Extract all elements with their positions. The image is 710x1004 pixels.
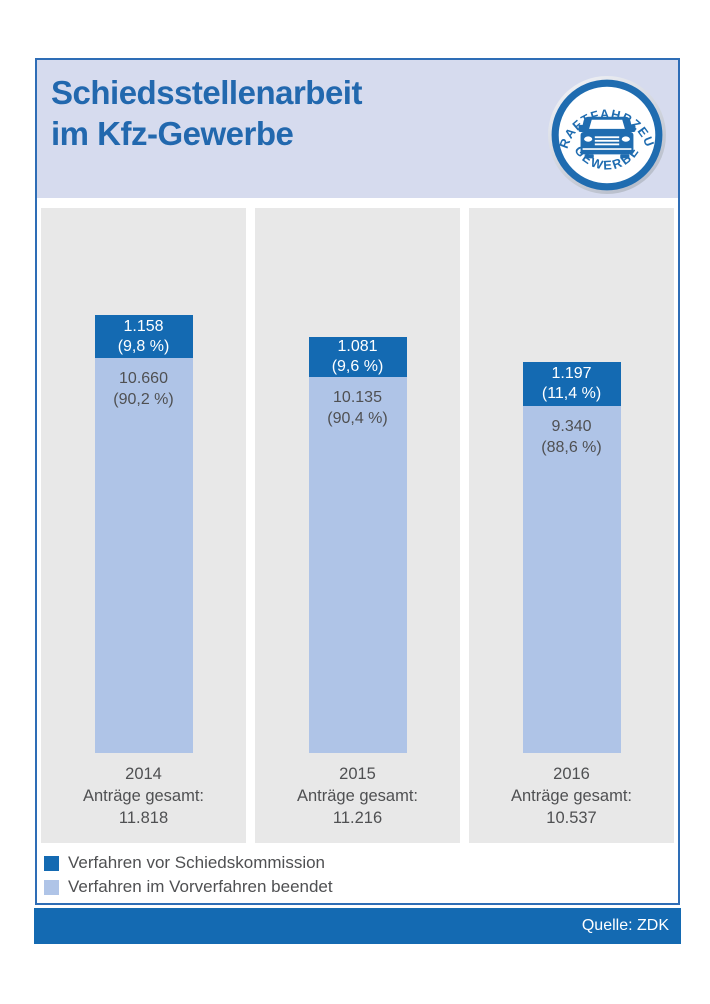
chart-column-2015: 1.081 (9,6 %) 10.135 (90,4 %) 2015 Anträ… (255, 208, 460, 843)
year-label: 2015 (339, 765, 376, 783)
title-line-1: Schiedsstellenarbeit (51, 74, 362, 111)
bar-area: 1.197 (11,4 %) 9.340 (88,6 %) (469, 208, 674, 753)
source-text: Quelle: ZDK (581, 917, 669, 934)
year-label: 2016 (553, 765, 590, 783)
segment-value: 9.340 (551, 418, 592, 435)
legend-item-prelim: Verfahren im Vorverfahren beendet (44, 878, 678, 896)
bar-segment-commission: 1.158 (9,8 %) (94, 315, 193, 358)
header-divider (37, 198, 678, 208)
stacked-bar-2016: 1.197 (11,4 %) 9.340 (88,6 %) (522, 362, 621, 753)
legend-label: Verfahren vor Schiedskommission (68, 853, 326, 872)
segment-value: 10.660 (119, 370, 168, 387)
axis-label-2014: 2014 Anträge gesamt: 11.818 (41, 753, 246, 843)
chart-column-2016: 1.197 (11,4 %) 9.340 (88,6 %) 2016 Anträ… (469, 208, 674, 843)
segment-value: 1.081 (337, 338, 378, 355)
bar-segment-commission: 1.197 (11,4 %) (522, 362, 621, 406)
bar-area: 1.081 (9,6 %) 10.135 (90,4 %) (255, 208, 460, 753)
segment-percent: (88,6 %) (541, 439, 602, 456)
car-icon (578, 116, 636, 159)
chart-area: 1.158 (9,8 %) 10.660 (90,2 %) 2014 Anträ… (37, 208, 678, 843)
total-value: 11.818 (118, 809, 169, 827)
header: Schiedsstellenarbeit im Kfz-Gewerbe KRAF… (37, 60, 678, 198)
segment-percent: (9,6 %) (331, 358, 384, 375)
source-bar: Quelle: ZDK (34, 908, 681, 944)
stacked-bar-2015: 1.081 (9,6 %) 10.135 (90,4 %) (308, 337, 407, 753)
bar-area: 1.158 (9,8 %) 10.660 (90,2 %) (41, 208, 246, 753)
segment-percent: (90,2 %) (113, 391, 174, 408)
chart-column-2014: 1.158 (9,8 %) 10.660 (90,2 %) 2014 Anträ… (41, 208, 246, 843)
legend-swatch-light-blue (44, 879, 59, 895)
total-value: 10.537 (546, 809, 597, 827)
bar-segment-prelim: 10.660 (90,2 %) (94, 358, 193, 753)
title-line-2: im Kfz-Gewerbe (51, 115, 294, 152)
kfz-gewerbe-logo: KRAFTFAHRZEUG GEWERBE (546, 74, 666, 194)
page-title: Schiedsstellenarbeit im Kfz-Gewerbe (51, 72, 362, 154)
bar-segment-commission: 1.081 (9,6 %) (308, 337, 407, 377)
stacked-bar-2014: 1.158 (9,8 %) 10.660 (90,2 %) (94, 315, 193, 753)
segment-percent: (11,4 %) (541, 385, 602, 402)
legend-label: Verfahren im Vorverfahren beendet (68, 877, 333, 896)
total-caption: Anträge gesamt: (82, 787, 205, 805)
bar-segment-prelim: 9.340 (88,6 %) (522, 406, 621, 753)
year-label: 2014 (125, 765, 162, 783)
axis-label-2015: 2015 Anträge gesamt: 11.216 (255, 753, 460, 843)
legend-item-commission: Verfahren vor Schiedskommission (44, 854, 678, 872)
total-value: 11.216 (332, 809, 383, 827)
segment-value: 10.135 (333, 389, 382, 406)
segment-percent: (9,8 %) (117, 337, 170, 355)
total-caption: Anträge gesamt: (296, 787, 419, 805)
axis-label-2016: 2016 Anträge gesamt: 10.537 (469, 753, 674, 843)
bar-segment-prelim: 10.135 (90,4 %) (308, 377, 407, 753)
logo-ring (551, 79, 663, 191)
segment-value: 1.158 (123, 317, 164, 335)
total-caption: Anträge gesamt: (510, 787, 633, 805)
content-frame: Schiedsstellenarbeit im Kfz-Gewerbe KRAF… (35, 58, 680, 905)
segment-value: 1.197 (551, 365, 592, 382)
segment-percent: (90,4 %) (327, 410, 388, 427)
legend-swatch-dark-blue (44, 855, 59, 871)
legend: Verfahren vor Schiedskommission Verfahre… (37, 843, 678, 902)
